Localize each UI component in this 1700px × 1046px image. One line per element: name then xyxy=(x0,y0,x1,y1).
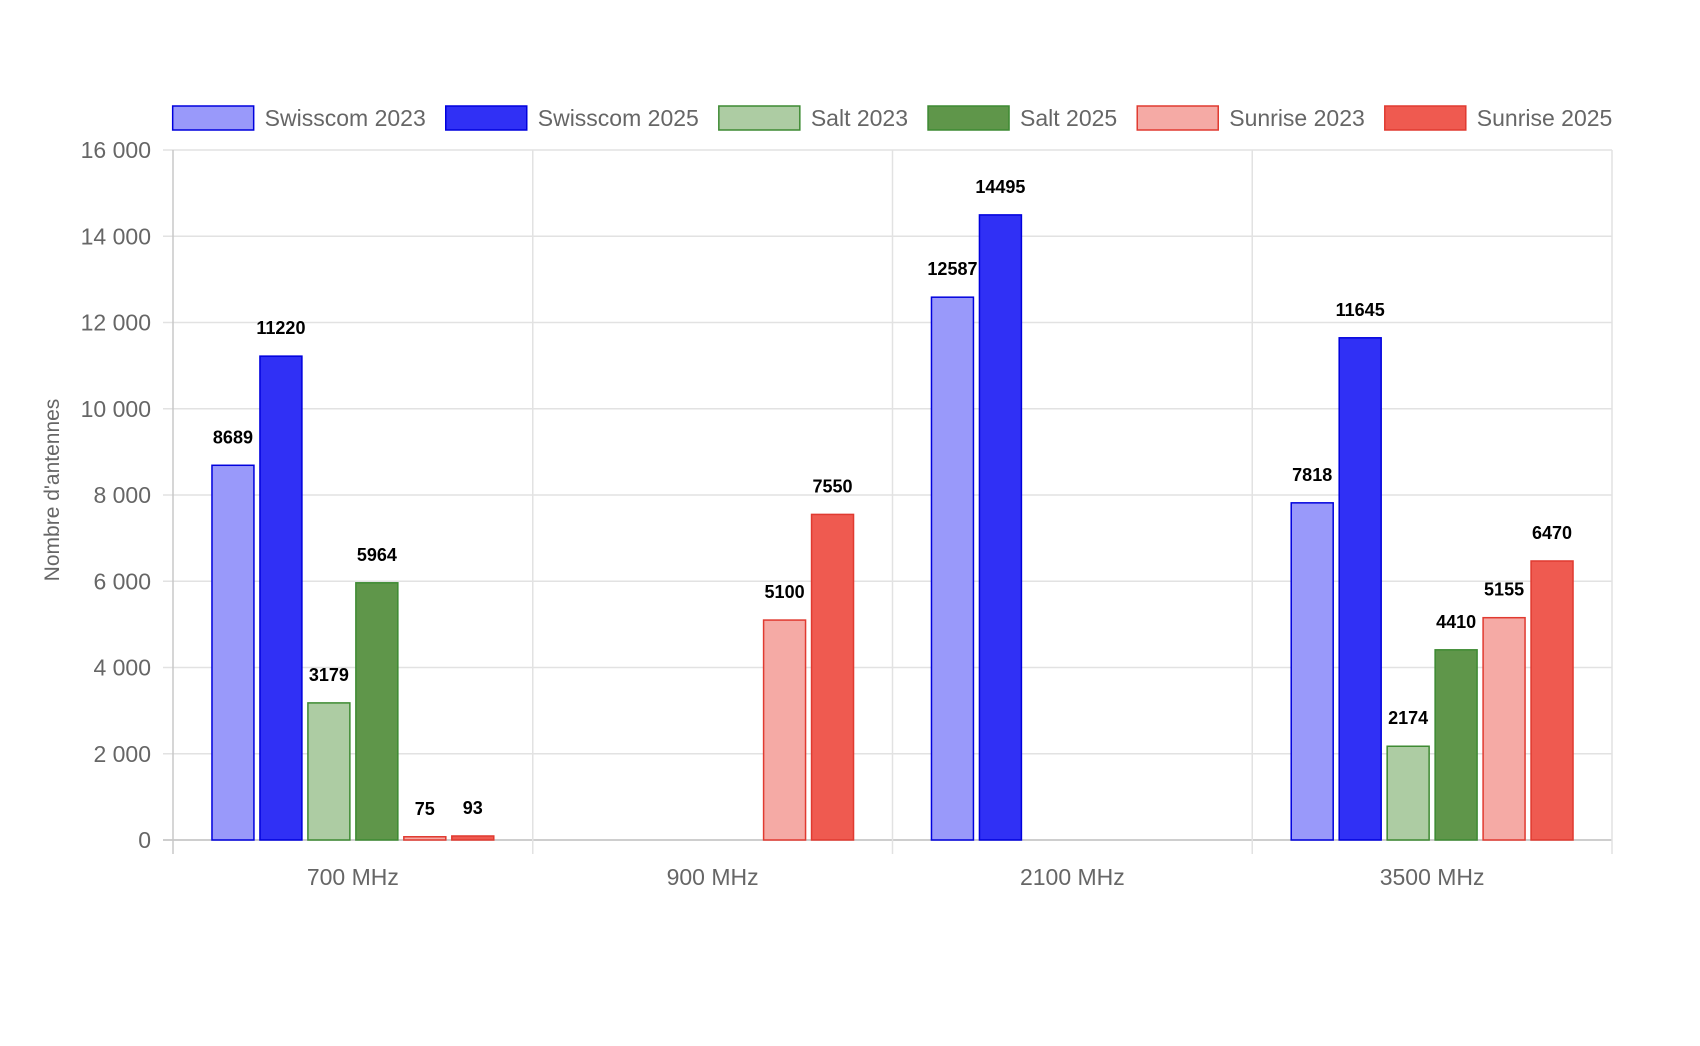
bar xyxy=(211,464,255,841)
data-label: 11645 xyxy=(1336,300,1385,320)
x-tick-label: 900 MHz xyxy=(667,864,759,890)
data-label: 7550 xyxy=(813,476,853,496)
data-label: 8689 xyxy=(213,427,253,447)
bar xyxy=(978,214,1023,841)
bar xyxy=(259,355,303,841)
legend-swatch xyxy=(1136,105,1219,131)
data-label: 14495 xyxy=(975,177,1025,197)
gridlines xyxy=(163,149,1613,854)
data-label: 7818 xyxy=(1292,465,1332,485)
legend-label: Swisscom 2023 xyxy=(265,105,426,131)
legend-swatch xyxy=(445,105,528,131)
bar xyxy=(307,702,351,841)
legend-item[interactable]: Sunrise 2025 xyxy=(1384,105,1613,131)
legend-label: Sunrise 2023 xyxy=(1229,105,1365,131)
bar xyxy=(1482,616,1526,841)
y-tick-label: 12 000 xyxy=(81,310,151,336)
y-tick-label: 0 xyxy=(138,827,151,853)
data-label: 6470 xyxy=(1532,523,1572,543)
legend-item[interactable]: Sunrise 2023 xyxy=(1136,105,1365,131)
bars xyxy=(211,214,1574,841)
legend-swatch xyxy=(171,105,255,131)
legend-item[interactable]: Salt 2023 xyxy=(718,105,908,131)
legend-swatch xyxy=(927,105,1010,131)
y-tick-label: 6 000 xyxy=(93,568,151,594)
legend-label: Sunrise 2025 xyxy=(1477,105,1613,131)
legend-swatch xyxy=(1384,105,1467,131)
data-label: 2174 xyxy=(1388,708,1428,728)
legend-item[interactable]: Salt 2025 xyxy=(927,105,1117,131)
data-label: 5100 xyxy=(765,582,805,602)
bar xyxy=(451,835,495,841)
bar xyxy=(762,619,807,841)
y-axis-title: Nombre d'antennes xyxy=(41,399,64,582)
bar xyxy=(355,582,399,841)
legend-item[interactable]: Swisscom 2025 xyxy=(445,105,699,131)
legend: Swisscom 2023 Swisscom 2025 Salt 2023 Salt … xyxy=(171,105,1613,131)
bar xyxy=(1386,745,1430,841)
y-tick-label: 2 000 xyxy=(93,741,151,767)
y-tick-label: 16 000 xyxy=(81,137,151,163)
legend-label: Salt 2023 xyxy=(811,105,908,131)
data-labels: 8689 12587 7818 11220 14495 11645 3179 2174 5964… xyxy=(213,177,1572,819)
data-label: 3179 xyxy=(309,665,349,685)
data-label: 4410 xyxy=(1436,612,1476,632)
data-label: 12587 xyxy=(927,259,977,279)
data-label: 75 xyxy=(415,799,435,819)
x-axis-ticks: 700 MHz 900 MHz 2100 MHz 3500 MHz xyxy=(307,864,1485,890)
x-tick-label: 2100 MHz xyxy=(1020,864,1125,890)
data-label: 11220 xyxy=(256,318,305,338)
data-label: 93 xyxy=(463,798,483,818)
bar xyxy=(810,513,855,841)
y-tick-label: 4 000 xyxy=(93,655,151,681)
bar xyxy=(403,836,447,841)
y-axis-ticks: 0 2 000 4 000 6 000 8 000 10 000 12 000 14 000 1… xyxy=(81,137,151,853)
bar xyxy=(1338,337,1382,841)
legend-swatch xyxy=(718,105,801,131)
bar xyxy=(930,296,975,841)
bar xyxy=(1530,560,1574,841)
y-tick-label: 10 000 xyxy=(81,396,151,422)
bar xyxy=(1290,502,1334,841)
y-tick-label: 14 000 xyxy=(81,223,151,249)
legend-label: Swisscom 2025 xyxy=(538,105,699,131)
x-tick-label: 700 MHz xyxy=(307,864,399,890)
legend-item[interactable]: Swisscom 2023 xyxy=(171,105,426,131)
legend-label: Salt 2025 xyxy=(1020,105,1117,131)
data-label: 5964 xyxy=(357,545,397,565)
data-label: 5155 xyxy=(1484,580,1524,600)
y-tick-label: 8 000 xyxy=(93,482,151,508)
bar xyxy=(1434,649,1478,841)
x-tick-label: 3500 MHz xyxy=(1380,864,1485,890)
